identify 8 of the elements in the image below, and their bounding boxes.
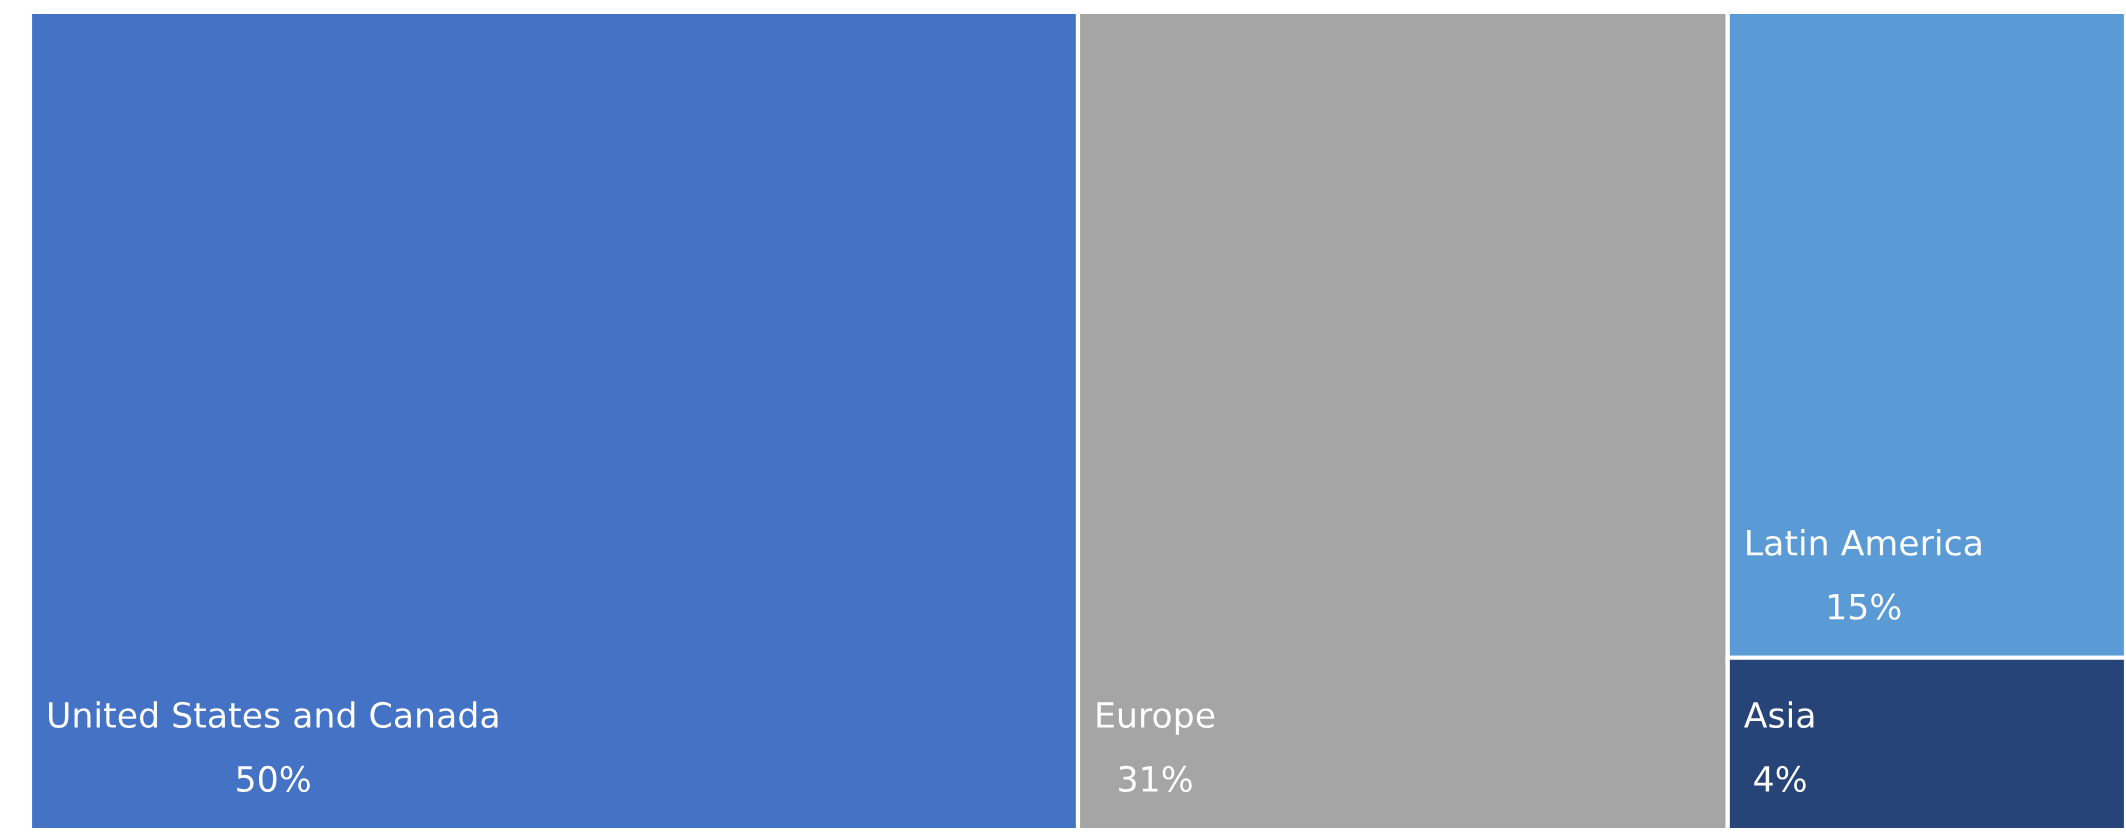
data-label: 50% (237, 765, 310, 793)
category-label: Asia (1744, 701, 1814, 729)
data-label: 31% (1119, 765, 1192, 793)
category-label: United States and Canada (49, 701, 498, 729)
data-label: 4% (1754, 765, 1806, 793)
category-label: Europe (1097, 702, 1215, 735)
category-label: Latin America (1747, 528, 1981, 556)
data-label: 15% (1828, 593, 1901, 620)
